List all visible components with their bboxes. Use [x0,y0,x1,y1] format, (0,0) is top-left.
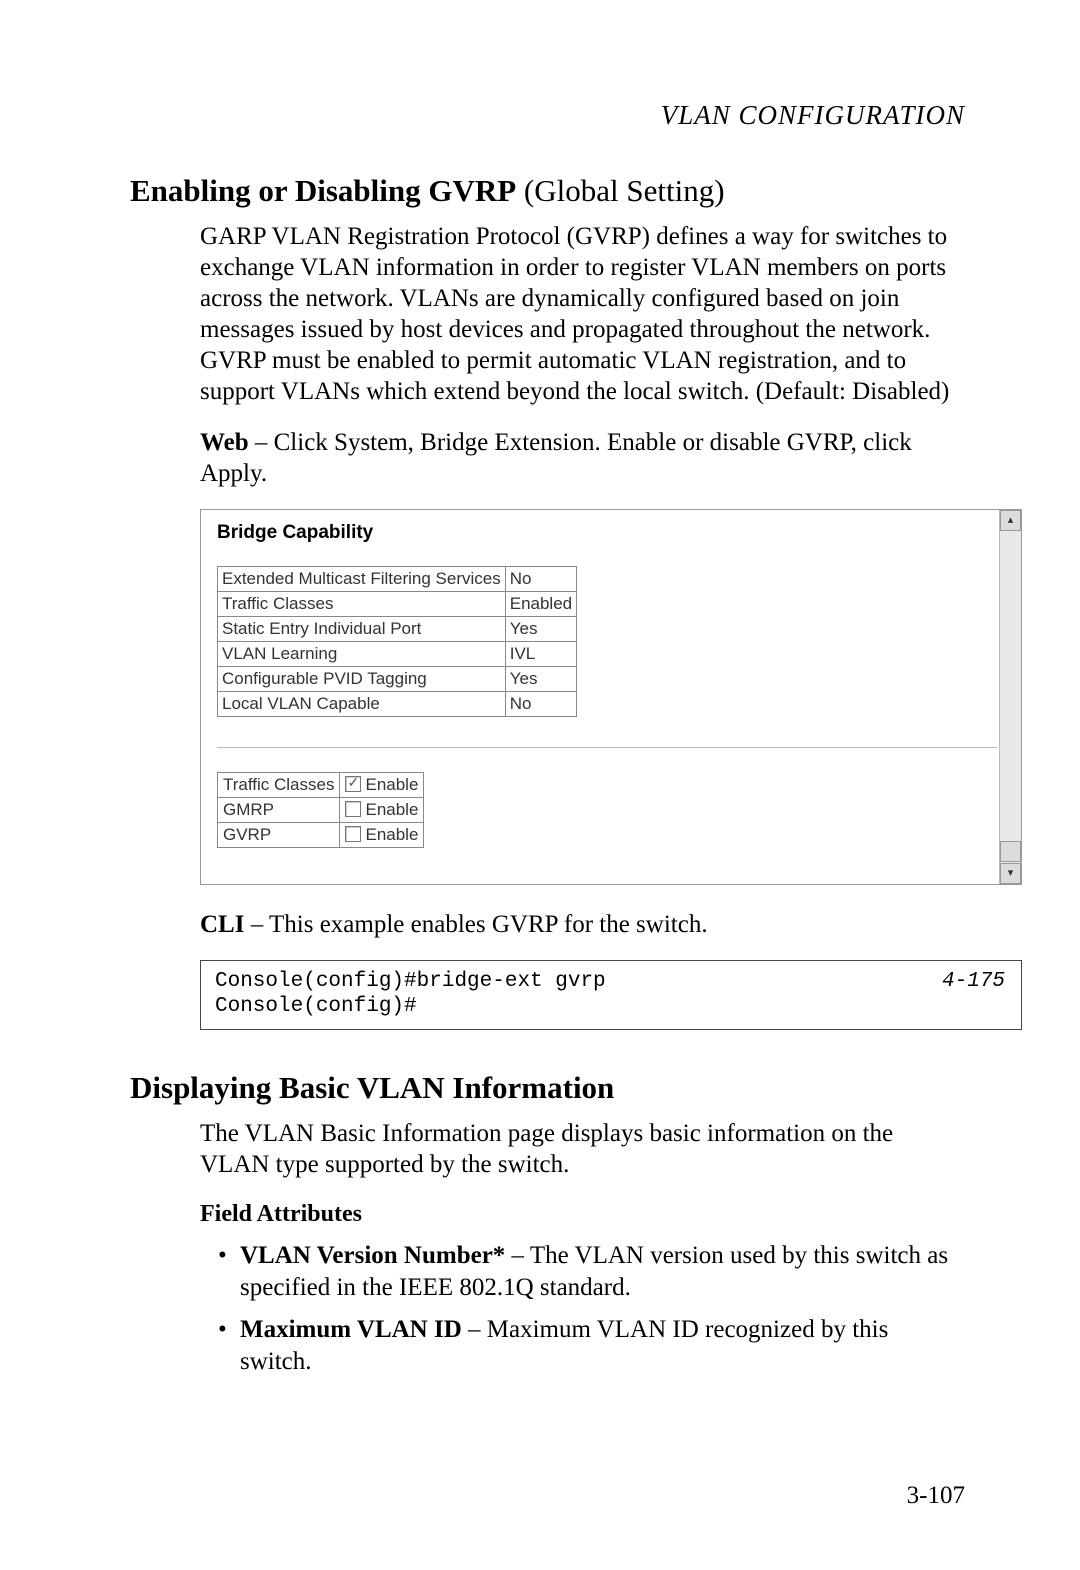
gvrp-checkbox[interactable] [345,826,361,842]
divider [217,747,997,748]
field-attributes-heading: Field Attributes [200,1200,965,1230]
cap-value: Yes [505,667,576,692]
table-row: GVRP Enable [218,823,424,848]
options-table: Traffic Classes Enable GMRP Enable GVRP … [217,772,424,848]
section-heading-vlan-info: Displaying Basic VLAN Information [130,1070,965,1106]
table-row: Traffic Classes Enable [218,773,424,798]
code-line: Console(config)# [215,994,1007,1019]
cap-label: Local VLAN Capable [218,692,506,717]
opt-cell: Enable [340,798,424,823]
traffic-classes-checkbox[interactable] [345,776,361,792]
heading-light: (Global Setting) [516,173,724,208]
heading-bold: Enabling or Disabling GVRP [130,173,516,208]
list-item: VLAN Version Number* – The VLAN version … [218,1240,965,1304]
opt-label: GMRP [218,798,340,823]
opt-cell: Enable [340,823,424,848]
cap-label: Configurable PVID Tagging [218,667,506,692]
web-text: – Click System, Bridge Extension. Enable… [200,429,912,487]
opt-label: Traffic Classes [218,773,340,798]
cap-value: IVL [505,642,576,667]
section-heading-gvrp: Enabling or Disabling GVRP (Global Setti… [130,173,965,209]
table-row: GMRP Enable [218,798,424,823]
screenshot-inner: Bridge Capability Extended Multicast Fil… [217,522,991,874]
page: VLAN CONFIGURATION Enabling or Disabling… [0,0,1080,1570]
cap-label: Static Entry Individual Port [218,617,506,642]
body-block-2: The VLAN Basic Information page displays… [200,1118,965,1378]
field-attributes-list: VLAN Version Number* – The VLAN version … [218,1240,965,1378]
web-label: Web [200,429,249,456]
gmrp-checkbox[interactable] [345,801,361,817]
page-number: 3-107 [907,1482,965,1510]
list-item: Maximum VLAN ID – Maximum VLAN ID recogn… [218,1314,965,1378]
cap-label: VLAN Learning [218,642,506,667]
cli-paragraph: CLI – This example enables GVRP for the … [200,909,965,940]
opt-text: Enable [365,800,418,819]
gvrp-description: GARP VLAN Registration Protocol (GVRP) d… [200,221,965,407]
table-row: Local VLAN CapableNo [218,692,577,717]
scroll-thumb[interactable] [1000,841,1021,862]
cap-value: Enabled [505,592,576,617]
attr-name: Maximum VLAN ID [240,1316,462,1343]
attr-name: VLAN Version Number* [240,1242,505,1269]
code-page-ref: 4-175 [942,969,1005,994]
table-row: Configurable PVID TaggingYes [218,667,577,692]
table-row: Extended Multicast Filtering ServicesNo [218,567,577,592]
vlan-info-description: The VLAN Basic Information page displays… [200,1118,965,1180]
web-instruction: Web – Click System, Bridge Extension. En… [200,427,965,489]
scroll-down-button[interactable]: ▾ [1000,863,1021,884]
cap-value: No [505,567,576,592]
bridge-capability-screenshot: Bridge Capability Extended Multicast Fil… [200,509,1022,885]
scroll-up-button[interactable]: ▴ [1000,510,1021,531]
cli-code-box: 4-175 Console(config)#bridge-ext gvrp Co… [200,960,1022,1030]
table-row: Static Entry Individual PortYes [218,617,577,642]
body-block-1: GARP VLAN Registration Protocol (GVRP) d… [200,221,965,489]
bridge-capability-title: Bridge Capability [217,522,991,544]
cap-value: No [505,692,576,717]
capability-table: Extended Multicast Filtering ServicesNo … [217,566,577,717]
running-header: VLAN CONFIGURATION [130,100,965,131]
opt-text: Enable [365,825,418,844]
opt-text: Enable [365,775,418,794]
opt-cell: Enable [340,773,424,798]
cli-label: CLI [200,911,244,938]
cli-description: CLI – This example enables GVRP for the … [200,909,965,940]
code-line: Console(config)#bridge-ext gvrp [215,969,1007,994]
cap-label: Traffic Classes [218,592,506,617]
scrollbar[interactable]: ▴ ▾ [999,510,1021,884]
cap-value: Yes [505,617,576,642]
table-row: Traffic ClassesEnabled [218,592,577,617]
cli-text: – This example enables GVRP for the swit… [244,911,707,938]
table-row: VLAN LearningIVL [218,642,577,667]
cap-label: Extended Multicast Filtering Services [218,567,506,592]
opt-label: GVRP [218,823,340,848]
